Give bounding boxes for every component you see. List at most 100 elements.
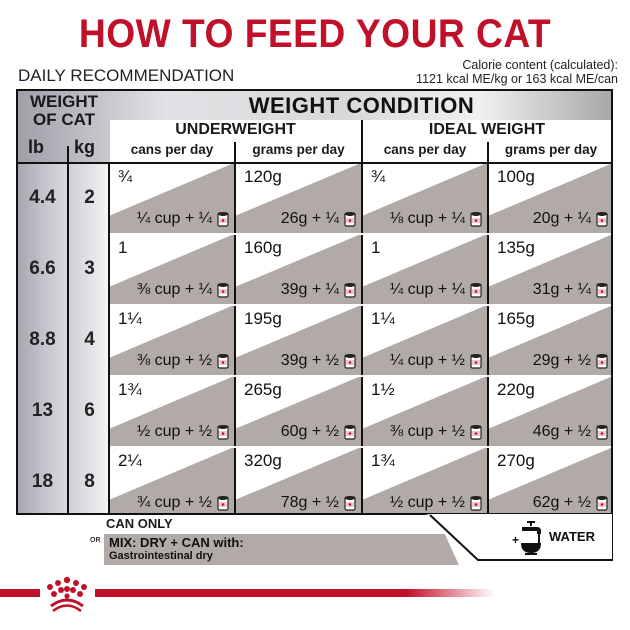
mix-value: ½ cup + ½ bbox=[136, 423, 212, 440]
table-row: 4.4 2 ¾ ¼ cup + ¼ 120g 26g + ¼ ¾ ⅛ cup +… bbox=[18, 163, 611, 233]
mix-value: 78g + ½ bbox=[280, 494, 339, 511]
row-separator bbox=[110, 304, 611, 306]
can-only-value: 120g bbox=[244, 167, 282, 186]
can-only-value: 195g bbox=[244, 309, 282, 328]
water-tap-bowl-icon bbox=[521, 521, 541, 555]
can-icon bbox=[596, 496, 608, 511]
ideal-cans-cell: 1¼ ¼ cup + ½ bbox=[363, 305, 487, 375]
row-separator bbox=[110, 446, 611, 448]
can-icon bbox=[344, 212, 356, 227]
legend-mix-sub: Gastrointestinal dry bbox=[109, 550, 213, 562]
ideal-inner-divider bbox=[487, 142, 489, 513]
can-only-value: 165g bbox=[497, 309, 535, 328]
ideal-weight-header: IDEAL WEIGHT bbox=[428, 121, 546, 138]
can-icon bbox=[217, 283, 229, 298]
can-icon bbox=[217, 212, 229, 227]
can-only-value: 320g bbox=[244, 451, 282, 470]
can-icon bbox=[344, 354, 356, 369]
can-icon bbox=[217, 496, 229, 511]
mix-value: ⅛ cup + ¼ bbox=[389, 210, 465, 227]
weight-lb: 18 bbox=[31, 471, 54, 492]
mix-value: ¼ cup + ¼ bbox=[136, 210, 212, 227]
can-icon bbox=[470, 283, 482, 298]
can-only-value: 1¾ bbox=[118, 380, 142, 399]
can-only-value: 135g bbox=[497, 238, 535, 257]
weight-lb: 6.6 bbox=[29, 258, 56, 279]
subheader-bg bbox=[110, 120, 611, 163]
svg-text:+: + bbox=[512, 533, 519, 547]
weight-kg: 4 bbox=[84, 329, 95, 350]
can-icon bbox=[217, 354, 229, 369]
can-icon bbox=[470, 212, 482, 227]
footer-bar-right bbox=[95, 589, 495, 597]
weight-kg: 6 bbox=[84, 400, 95, 421]
ideal-cans-cell: 1 ¼ cup + ¼ bbox=[363, 234, 487, 304]
legend-or: OR bbox=[90, 537, 101, 544]
weight-lb: 8.8 bbox=[29, 329, 56, 350]
mix-value: ¼ cup + ¼ bbox=[389, 281, 465, 298]
underweight-grams-cell: 160g 39g + ¼ bbox=[236, 234, 361, 304]
can-only-value: 1½ bbox=[371, 380, 395, 399]
ideal-cans-cell: 1¾ ½ cup + ½ bbox=[363, 447, 487, 513]
underweight-grams-cell: 195g 39g + ½ bbox=[236, 305, 361, 375]
mix-value: ¾ cup + ½ bbox=[136, 494, 212, 511]
ideal-grams-cell: 100g 20g + ¼ bbox=[489, 163, 611, 233]
weight-of-cat-line1: WEIGHT bbox=[30, 92, 98, 111]
unit-lb-header: lb bbox=[28, 137, 44, 157]
mix-value: ⅜ cup + ½ bbox=[389, 423, 465, 440]
can-icon bbox=[596, 212, 608, 227]
ideal-cans-cell: 1½ ⅜ cup + ½ bbox=[363, 376, 487, 446]
can-only-value: 265g bbox=[244, 380, 282, 399]
royal-crown-logo-icon bbox=[47, 576, 87, 613]
ideal-grams-cell: 165g 29g + ½ bbox=[489, 305, 611, 375]
underweight-grams-cell: 265g 60g + ½ bbox=[236, 376, 361, 446]
can-only-value: 220g bbox=[497, 380, 535, 399]
table-row: 8.8 4 1¼ ⅜ cup + ½ 195g 39g + ½ 1¼ ¼ cup… bbox=[18, 305, 611, 375]
underweight-grams-cell: 320g 78g + ½ bbox=[236, 447, 361, 513]
mix-value: 46g + ½ bbox=[532, 423, 591, 440]
can-only-value: 100g bbox=[497, 167, 535, 186]
underweight-inner-divider bbox=[234, 142, 236, 513]
mix-value: ¼ cup + ½ bbox=[389, 352, 465, 369]
can-only-value: 1 bbox=[118, 238, 128, 257]
weight-condition-header: WEIGHT CONDITION bbox=[248, 93, 475, 118]
can-icon bbox=[596, 283, 608, 298]
weight-of-cat-header: WEIGHT OF CAT bbox=[18, 93, 110, 129]
ideal-grams-header: grams per day bbox=[504, 142, 598, 157]
weight-kg: 2 bbox=[84, 187, 95, 208]
weight-column-divider bbox=[108, 163, 110, 513]
lb-kg-divider bbox=[67, 146, 69, 513]
ideal-cans-cell: ¾ ⅛ cup + ¼ bbox=[363, 163, 487, 233]
mix-value: ⅜ cup + ¼ bbox=[136, 281, 212, 298]
can-icon bbox=[596, 354, 608, 369]
mix-value: 39g + ½ bbox=[280, 352, 339, 369]
can-icon bbox=[344, 496, 356, 511]
underweight-header: UNDERWEIGHT bbox=[175, 121, 296, 138]
underweight-cans-cell: 1¼ ⅜ cup + ½ bbox=[110, 305, 234, 375]
can-only-value: 1¼ bbox=[371, 309, 395, 328]
water-label: WATER bbox=[549, 529, 595, 544]
table-row: 6.6 3 1 ⅜ cup + ¼ 160g 39g + ¼ 1 ¼ cup +… bbox=[18, 234, 611, 304]
row-separator bbox=[110, 233, 611, 235]
can-only-value: ¾ bbox=[371, 167, 386, 186]
table-row: 18 8 2¼ ¾ cup + ½ 320g 78g + ½ 1¾ ½ cup … bbox=[18, 447, 611, 513]
lb-column-bg bbox=[18, 163, 67, 513]
mix-value: 29g + ½ bbox=[532, 352, 591, 369]
condition-divider bbox=[361, 120, 363, 513]
underweight-cans-cell: 1 ⅜ cup + ¼ bbox=[110, 234, 234, 304]
calorie-content: Calorie content (calculated): 1121 kcal … bbox=[416, 58, 618, 86]
can-only-value: 270g bbox=[497, 451, 535, 470]
weight-kg: 3 bbox=[84, 258, 95, 279]
can-icon bbox=[596, 425, 608, 440]
mix-value: 20g + ¼ bbox=[532, 210, 591, 227]
water-legend-frame: + bbox=[420, 513, 613, 561]
mix-value: ½ cup + ½ bbox=[389, 494, 465, 511]
weight-of-cat-line2: OF CAT bbox=[32, 110, 95, 129]
can-icon bbox=[470, 496, 482, 511]
row-separator bbox=[110, 375, 611, 377]
can-only-value: 1¾ bbox=[371, 451, 395, 470]
unit-kg-header: kg bbox=[74, 137, 96, 157]
underweight-cans-header: cans per day bbox=[130, 142, 214, 157]
can-icon bbox=[344, 425, 356, 440]
can-only-value: 2¼ bbox=[118, 451, 142, 470]
